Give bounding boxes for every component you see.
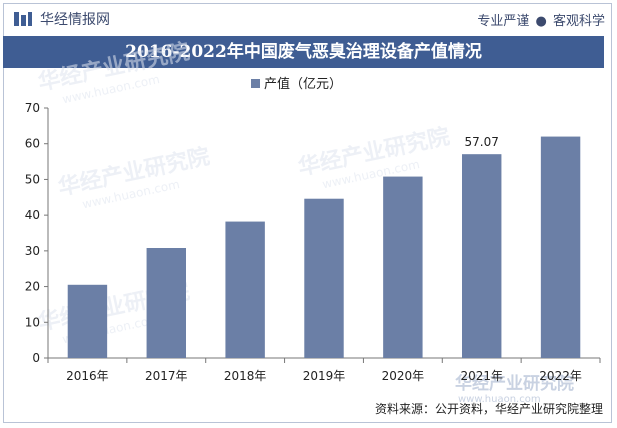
source-note: 资料来源：公开资料，华经产业研究院整理 [374,402,603,416]
bars [67,136,581,358]
x-tick-label: 2019年 [303,369,346,383]
legend-label: 产值（亿元） [264,76,342,92]
bar [304,198,344,358]
legend-swatch [251,79,260,88]
x-tick-label: 2022年 [539,369,582,383]
x-axis: 2016年 2017年 2018年 2019年 2020年 2021年 2022年 [47,357,601,383]
x-tick-label: 2017年 [145,369,188,383]
bar [540,136,581,358]
tagline: 专业严谨 ● 客观科学 [477,10,605,29]
y-axis: 0 10 20 30 40 50 60 70 [25,101,49,365]
data-labels: 57.07 [465,135,499,149]
bar [383,176,423,358]
y-tick-label: 60 [25,137,40,151]
bar [225,221,265,358]
y-tick-label: 0 [32,351,40,365]
y-tick-label: 10 [25,315,40,329]
x-tick-label: 2021年 [460,369,503,383]
title-bar: 2016-2022年中国废气恶臭治理设备产值情况 [3,36,604,68]
data-label: 57.07 [465,135,499,149]
x-tick-label: 2016年 [66,369,109,383]
x-tick-label: 2018年 [224,369,267,383]
watermark-brand: 华经产业研究院 [455,373,574,394]
tagline-left: 专业严谨 [477,14,530,29]
x-tick-label: 2020年 [382,369,425,383]
y-tick-label: 40 [25,208,40,222]
logo-icon [14,12,32,26]
bar [462,154,502,358]
tagline-right: 客观科学 [552,14,605,29]
brand-name: 华经情报网 [40,12,110,28]
bullet-dot-icon: ● [535,14,547,29]
legend: 产值（亿元） [251,76,342,92]
top-bar: 华经情报网 专业严谨 ● 客观科学 [0,0,617,36]
y-tick-label: 20 [25,280,40,294]
y-tick-label: 50 [25,172,40,186]
chart-title: 2016-2022年中国废气恶臭治理设备产值情况 [125,42,482,62]
watermark-brand-url: www.huaon.com [458,394,541,405]
bar [146,248,186,358]
y-tick-label: 70 [25,101,40,115]
bar [67,284,108,358]
y-tick-label: 30 [25,244,40,258]
